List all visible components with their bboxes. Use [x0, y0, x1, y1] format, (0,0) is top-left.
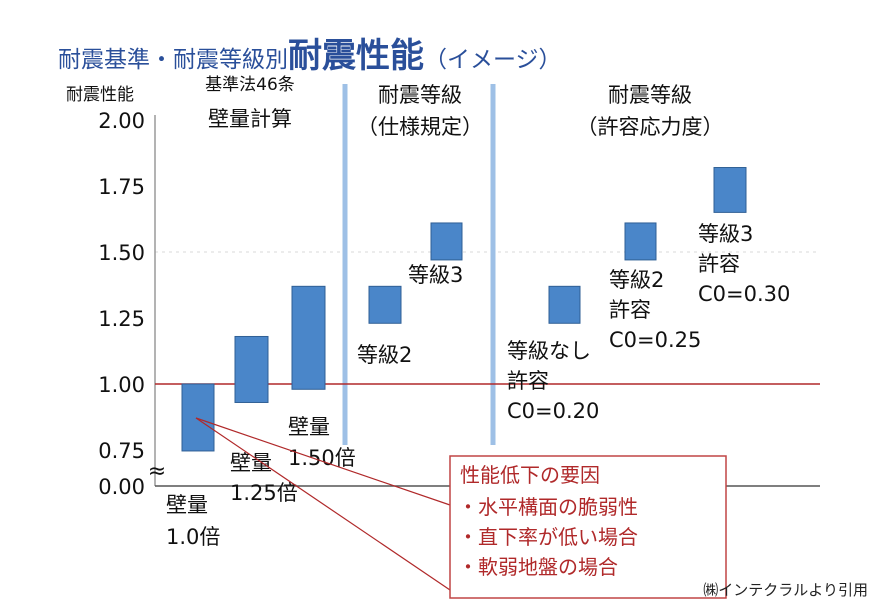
bar [624, 222, 657, 261]
y-tick-label: 0.75 [98, 439, 145, 463]
bar-label: 等級3 [408, 263, 463, 287]
chart-title: 耐震基準・耐震等級別耐震性能（イメージ） [58, 28, 562, 77]
bar [291, 285, 326, 390]
bar [181, 383, 215, 452]
bar-label: 等級なし [507, 339, 591, 363]
bar-label: 許容 [698, 252, 740, 276]
y-tick-label: 1.00 [98, 373, 145, 397]
y-tick-label: 1.50 [98, 241, 145, 265]
source-credit: ㈱インテクラルより引用 [703, 581, 868, 599]
axis-break-symbol: ≈ [148, 459, 166, 484]
bar [368, 285, 402, 324]
note-title: 性能低下の要因 [460, 463, 600, 487]
y-axis-label: 耐震性能 [66, 85, 134, 105]
title-part-2: 耐震性能 [288, 36, 424, 76]
bar-label: 許容 [609, 298, 651, 322]
section-header-line: 壁量計算 [208, 107, 292, 131]
y-tick-label: 0.00 [98, 475, 145, 499]
title-part-3: （イメージ） [424, 47, 562, 73]
section-header-line: 耐震等級 [378, 83, 462, 107]
bar-label: 等級3 [698, 222, 753, 246]
bar-label: C0=0.25 [609, 328, 701, 352]
section-header-line: （仕様規定） [357, 115, 483, 139]
bar-label: 1.0倍 [166, 525, 220, 549]
bar [234, 335, 269, 403]
title-part-1: 耐震基準・耐震等級別 [58, 47, 288, 73]
section-header-line: 基準法46条 [205, 75, 295, 95]
y-tick-label: 1.75 [98, 175, 145, 199]
section-header-line: （許容応力度） [577, 115, 724, 139]
bar-label: 1.25倍 [230, 481, 298, 505]
note-item: ・軟弱地盤の場合 [458, 555, 618, 579]
bar-label: 等級2 [357, 343, 412, 367]
note-item: ・水平構面の脆弱性 [458, 495, 638, 519]
bar-label: 1.50倍 [288, 446, 356, 470]
bar-label: 壁量 [166, 493, 208, 517]
bar [713, 167, 747, 213]
note-item: ・直下率が低い場合 [458, 525, 638, 549]
pointer-line [195, 417, 451, 506]
bar-label: C0=0.20 [507, 399, 599, 423]
note-box [449, 455, 727, 599]
bar [430, 222, 463, 261]
bar-label: C0=0.30 [698, 282, 790, 306]
bar-label: 等級2 [609, 268, 664, 292]
y-tick-label: 1.25 [98, 307, 145, 331]
bar [548, 285, 581, 324]
section-header-line: 耐震等級 [608, 83, 692, 107]
y-tick-label: 2.00 [98, 109, 145, 133]
pointer-line [195, 417, 451, 591]
bar-label: 許容 [507, 369, 549, 393]
bar-label: 壁量 [288, 415, 330, 439]
